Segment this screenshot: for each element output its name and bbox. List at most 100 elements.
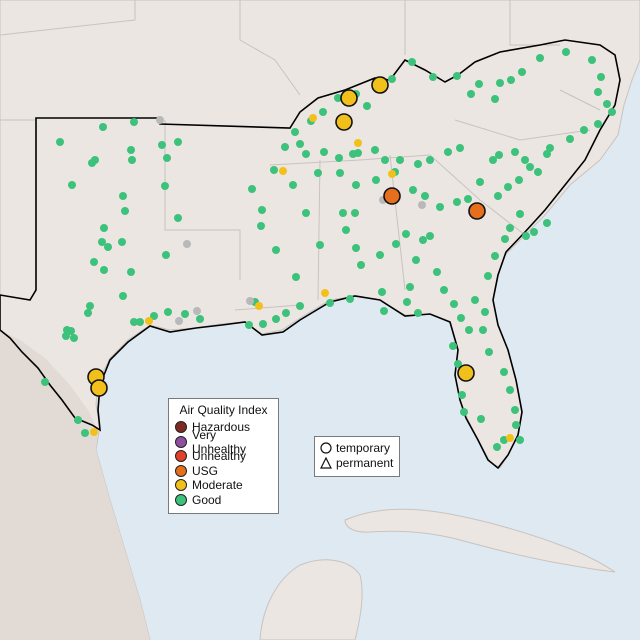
good-monitor[interactable]	[99, 123, 107, 131]
good-monitor[interactable]	[500, 368, 508, 376]
good-monitor[interactable]	[282, 309, 290, 317]
good-monitor[interactable]	[371, 146, 379, 154]
good-monitor[interactable]	[378, 288, 386, 296]
good-monitor[interactable]	[597, 73, 605, 81]
moderate-small-monitor[interactable]	[255, 302, 263, 310]
good-monitor[interactable]	[130, 118, 138, 126]
good-monitor[interactable]	[534, 168, 542, 176]
good-monitor[interactable]	[485, 348, 493, 356]
moderate-small-monitor[interactable]	[506, 434, 514, 442]
good-monitor[interactable]	[436, 203, 444, 211]
good-monitor[interactable]	[518, 68, 526, 76]
good-monitor[interactable]	[121, 207, 129, 215]
moderate-small-monitor[interactable]	[354, 139, 362, 147]
good-monitor[interactable]	[504, 183, 512, 191]
good-monitor[interactable]	[302, 209, 310, 217]
good-monitor[interactable]	[174, 214, 182, 222]
good-monitor[interactable]	[181, 310, 189, 318]
good-monitor[interactable]	[127, 146, 135, 154]
good-monitor[interactable]	[429, 73, 437, 81]
good-monitor[interactable]	[467, 90, 475, 98]
good-monitor[interactable]	[456, 144, 464, 152]
good-monitor[interactable]	[258, 206, 266, 214]
good-monitor[interactable]	[580, 126, 588, 134]
good-monitor[interactable]	[594, 88, 602, 96]
good-monitor[interactable]	[433, 268, 441, 276]
good-monitor[interactable]	[81, 429, 89, 437]
good-monitor[interactable]	[127, 268, 135, 276]
good-monitor[interactable]	[507, 76, 515, 84]
good-monitor[interactable]	[465, 326, 473, 334]
good-monitor[interactable]	[100, 266, 108, 274]
good-monitor[interactable]	[494, 192, 502, 200]
good-monitor[interactable]	[70, 334, 78, 342]
no-data-monitor[interactable]	[175, 317, 183, 325]
no-data-monitor[interactable]	[183, 240, 191, 248]
good-monitor[interactable]	[281, 143, 289, 151]
good-monitor[interactable]	[272, 315, 280, 323]
good-monitor[interactable]	[457, 314, 465, 322]
no-data-monitor[interactable]	[246, 297, 254, 305]
good-monitor[interactable]	[450, 300, 458, 308]
good-monitor[interactable]	[608, 108, 616, 116]
good-monitor[interactable]	[352, 181, 360, 189]
good-monitor[interactable]	[196, 315, 204, 323]
good-monitor[interactable]	[98, 238, 106, 246]
good-monitor[interactable]	[449, 342, 457, 350]
good-monitor[interactable]	[526, 163, 534, 171]
good-monitor[interactable]	[67, 327, 75, 335]
good-monitor[interactable]	[88, 159, 96, 167]
good-monitor[interactable]	[511, 148, 519, 156]
monitor-markers[interactable]	[41, 48, 616, 451]
good-monitor[interactable]	[346, 295, 354, 303]
good-monitor[interactable]	[546, 144, 554, 152]
good-monitor[interactable]	[506, 224, 514, 232]
good-monitor[interactable]	[403, 298, 411, 306]
good-monitor[interactable]	[477, 415, 485, 423]
good-monitor[interactable]	[334, 94, 342, 102]
good-monitor[interactable]	[56, 138, 64, 146]
good-monitor[interactable]	[163, 154, 171, 162]
moderate-small-monitor[interactable]	[279, 167, 287, 175]
good-monitor[interactable]	[245, 321, 253, 329]
good-monitor[interactable]	[476, 178, 484, 186]
good-monitor[interactable]	[248, 185, 256, 193]
good-monitor[interactable]	[339, 209, 347, 217]
moderate-small-monitor[interactable]	[145, 317, 153, 325]
good-monitor[interactable]	[489, 156, 497, 164]
moderate-temporary-monitor[interactable]	[457, 364, 475, 382]
good-monitor[interactable]	[292, 273, 300, 281]
good-monitor[interactable]	[86, 302, 94, 310]
good-monitor[interactable]	[471, 296, 479, 304]
moderate-small-monitor[interactable]	[90, 428, 98, 436]
good-monitor[interactable]	[406, 283, 414, 291]
good-monitor[interactable]	[335, 154, 343, 162]
good-monitor[interactable]	[130, 318, 138, 326]
good-monitor[interactable]	[495, 151, 503, 159]
no-data-monitor[interactable]	[193, 307, 201, 315]
good-monitor[interactable]	[372, 176, 380, 184]
good-monitor[interactable]	[357, 261, 365, 269]
good-monitor[interactable]	[119, 192, 127, 200]
good-monitor[interactable]	[380, 307, 388, 315]
good-monitor[interactable]	[543, 150, 551, 158]
good-monitor[interactable]	[493, 443, 501, 451]
good-monitor[interactable]	[376, 251, 384, 259]
good-monitor[interactable]	[562, 48, 570, 56]
good-monitor[interactable]	[68, 181, 76, 189]
good-monitor[interactable]	[319, 108, 327, 116]
good-monitor[interactable]	[136, 318, 144, 326]
good-monitor[interactable]	[536, 54, 544, 62]
good-monitor[interactable]	[392, 240, 400, 248]
good-monitor[interactable]	[588, 56, 596, 64]
good-monitor[interactable]	[296, 140, 304, 148]
good-monitor[interactable]	[481, 308, 489, 316]
good-monitor[interactable]	[326, 299, 334, 307]
good-monitor[interactable]	[491, 252, 499, 260]
good-monitor[interactable]	[491, 95, 499, 103]
good-monitor[interactable]	[516, 436, 524, 444]
no-data-monitor[interactable]	[156, 116, 164, 124]
moderate-small-monitor[interactable]	[321, 289, 329, 297]
good-monitor[interactable]	[161, 182, 169, 190]
